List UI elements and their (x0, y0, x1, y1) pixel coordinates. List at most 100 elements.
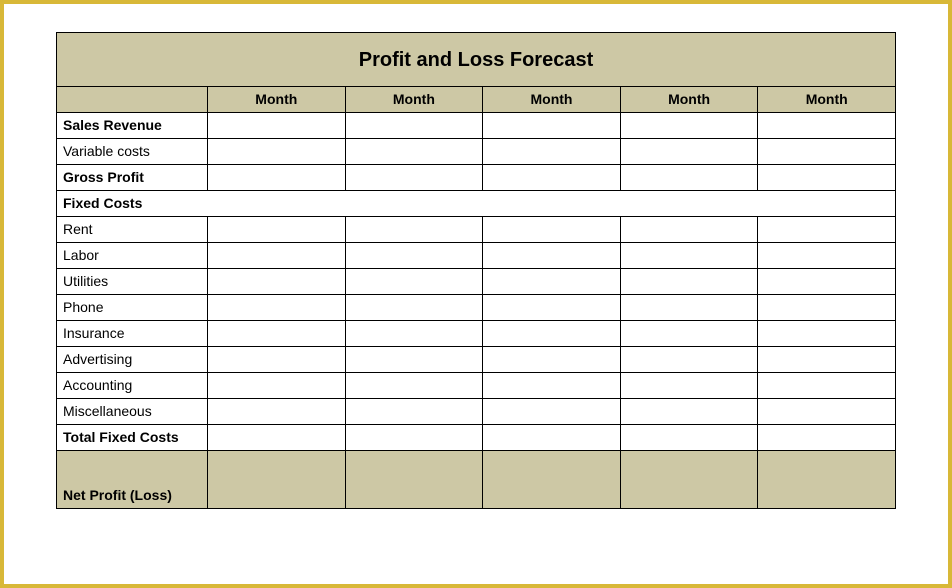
cell (758, 243, 896, 269)
net-profit-label: Net Profit (Loss) (57, 451, 208, 509)
table-row: Insurance (57, 321, 896, 347)
cell (208, 347, 346, 373)
cell (758, 399, 896, 425)
cell (345, 243, 483, 269)
cell (345, 321, 483, 347)
cell (345, 139, 483, 165)
cell (620, 217, 758, 243)
row-label: Utilities (57, 269, 208, 295)
net-profit-row: Net Profit (Loss) (57, 451, 896, 509)
cell (620, 113, 758, 139)
cell (758, 347, 896, 373)
cell (758, 269, 896, 295)
cell (620, 347, 758, 373)
net-profit-cell (345, 451, 483, 509)
cell (620, 165, 758, 191)
row-label: Fixed Costs (57, 191, 896, 217)
table-row: Labor (57, 243, 896, 269)
cell (620, 269, 758, 295)
cell (483, 165, 621, 191)
row-label: Total Fixed Costs (57, 425, 208, 451)
cell (758, 217, 896, 243)
table-row: Variable costs (57, 139, 896, 165)
table-row: Advertising (57, 347, 896, 373)
cell (483, 217, 621, 243)
header-blank (57, 87, 208, 113)
header-month-1: Month (208, 87, 346, 113)
cell (620, 373, 758, 399)
cell (208, 399, 346, 425)
cell (208, 373, 346, 399)
net-profit-cell (483, 451, 621, 509)
cell (345, 113, 483, 139)
row-label: Variable costs (57, 139, 208, 165)
table-row: Fixed Costs (57, 191, 896, 217)
cell (208, 113, 346, 139)
row-label: Insurance (57, 321, 208, 347)
cell (208, 269, 346, 295)
row-label: Rent (57, 217, 208, 243)
cell (345, 399, 483, 425)
cell (483, 347, 621, 373)
header-month-2: Month (345, 87, 483, 113)
cell (208, 425, 346, 451)
cell (758, 295, 896, 321)
net-profit-cell (208, 451, 346, 509)
cell (620, 295, 758, 321)
table-body: Profit and Loss Forecast Month Month Mon… (57, 33, 896, 509)
cell (620, 243, 758, 269)
net-profit-cell (758, 451, 896, 509)
cell (620, 425, 758, 451)
cell (483, 295, 621, 321)
row-label: Accounting (57, 373, 208, 399)
cell (483, 113, 621, 139)
row-label: Miscellaneous (57, 399, 208, 425)
cell (620, 139, 758, 165)
table-row: Total Fixed Costs (57, 425, 896, 451)
cell (345, 269, 483, 295)
row-label: Sales Revenue (57, 113, 208, 139)
cell (208, 165, 346, 191)
cell (208, 217, 346, 243)
cell (758, 425, 896, 451)
title-row: Profit and Loss Forecast (57, 33, 896, 87)
header-month-4: Month (620, 87, 758, 113)
cell (758, 139, 896, 165)
cell (620, 321, 758, 347)
cell (208, 321, 346, 347)
document-frame: Profit and Loss Forecast Month Month Mon… (0, 0, 952, 588)
table-row: Miscellaneous (57, 399, 896, 425)
cell (208, 139, 346, 165)
header-month-5: Month (758, 87, 896, 113)
cell (208, 295, 346, 321)
cell (345, 373, 483, 399)
cell (483, 373, 621, 399)
cell (345, 295, 483, 321)
table-row: Phone (57, 295, 896, 321)
cell (483, 269, 621, 295)
cell (758, 373, 896, 399)
cell (345, 425, 483, 451)
table-row: Rent (57, 217, 896, 243)
cell (620, 399, 758, 425)
table-row: Utilities (57, 269, 896, 295)
cell (208, 243, 346, 269)
cell (758, 321, 896, 347)
row-label: Phone (57, 295, 208, 321)
cell (345, 217, 483, 243)
cell (483, 321, 621, 347)
cell (483, 243, 621, 269)
header-month-3: Month (483, 87, 621, 113)
net-profit-cell (620, 451, 758, 509)
cell (483, 425, 621, 451)
cell (345, 347, 483, 373)
cell (758, 113, 896, 139)
cell (758, 165, 896, 191)
row-label: Advertising (57, 347, 208, 373)
cell (483, 399, 621, 425)
forecast-table: Profit and Loss Forecast Month Month Mon… (56, 32, 896, 509)
cell (345, 165, 483, 191)
table-row: Gross Profit (57, 165, 896, 191)
header-row: Month Month Month Month Month (57, 87, 896, 113)
row-label: Labor (57, 243, 208, 269)
